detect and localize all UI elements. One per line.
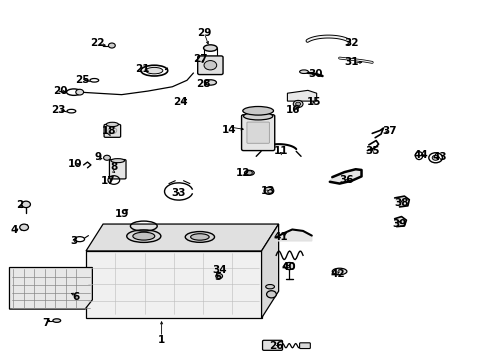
Ellipse shape (108, 127, 117, 134)
Circle shape (246, 171, 252, 175)
Text: 2: 2 (17, 200, 24, 210)
Polygon shape (287, 90, 316, 101)
FancyBboxPatch shape (241, 115, 274, 150)
Circle shape (108, 43, 115, 48)
Ellipse shape (106, 122, 118, 127)
Text: 11: 11 (273, 146, 288, 156)
Text: 36: 36 (339, 175, 353, 185)
Text: 21: 21 (135, 64, 149, 74)
Text: 22: 22 (90, 38, 104, 48)
Text: 10: 10 (67, 159, 82, 169)
Ellipse shape (203, 45, 217, 51)
Text: 24: 24 (172, 97, 187, 107)
Text: 44: 44 (413, 150, 427, 160)
Text: 29: 29 (197, 28, 211, 38)
Text: 14: 14 (221, 125, 236, 135)
Ellipse shape (145, 67, 163, 74)
Polygon shape (86, 224, 278, 251)
Text: 16: 16 (285, 105, 300, 115)
Text: 23: 23 (51, 105, 65, 115)
Ellipse shape (203, 60, 216, 70)
FancyBboxPatch shape (197, 56, 223, 75)
Polygon shape (276, 229, 311, 241)
Ellipse shape (126, 230, 161, 242)
Text: 41: 41 (273, 232, 288, 242)
Circle shape (20, 224, 28, 230)
Polygon shape (261, 224, 278, 318)
Text: 26: 26 (268, 341, 283, 351)
Polygon shape (9, 267, 92, 309)
Text: 33: 33 (171, 188, 185, 198)
Circle shape (284, 262, 294, 270)
Text: 32: 32 (344, 38, 358, 48)
Text: 38: 38 (393, 198, 408, 208)
Text: 42: 42 (330, 269, 345, 279)
Polygon shape (86, 251, 261, 318)
Circle shape (21, 201, 30, 208)
Ellipse shape (244, 170, 254, 175)
Text: 30: 30 (307, 69, 322, 79)
Text: 8: 8 (110, 162, 117, 172)
Ellipse shape (204, 80, 216, 85)
Ellipse shape (185, 231, 214, 242)
Text: 17: 17 (101, 176, 115, 186)
Ellipse shape (299, 70, 308, 73)
Ellipse shape (190, 234, 209, 240)
Text: 43: 43 (431, 152, 446, 162)
Ellipse shape (243, 112, 272, 120)
Text: 28: 28 (195, 79, 210, 89)
FancyBboxPatch shape (299, 343, 310, 348)
Text: 18: 18 (102, 126, 116, 135)
Text: 19: 19 (114, 209, 128, 219)
Text: 35: 35 (364, 146, 379, 156)
Polygon shape (394, 217, 406, 226)
Text: 13: 13 (260, 186, 275, 197)
Ellipse shape (243, 107, 273, 115)
Circle shape (215, 274, 222, 279)
Circle shape (293, 100, 303, 108)
Ellipse shape (265, 284, 274, 289)
Circle shape (264, 187, 273, 194)
Polygon shape (394, 196, 408, 207)
Circle shape (103, 155, 110, 160)
Polygon shape (329, 169, 361, 184)
Ellipse shape (133, 232, 155, 240)
Circle shape (76, 89, 83, 95)
Text: 37: 37 (382, 126, 396, 135)
Text: 9: 9 (95, 152, 102, 162)
Text: 39: 39 (391, 219, 406, 229)
Text: 7: 7 (42, 319, 49, 328)
Text: 1: 1 (158, 334, 165, 345)
Ellipse shape (331, 268, 346, 275)
Circle shape (295, 102, 300, 106)
Text: 27: 27 (193, 54, 207, 64)
Text: 6: 6 (73, 292, 80, 302)
Text: 5: 5 (214, 272, 221, 282)
FancyBboxPatch shape (262, 340, 282, 350)
Ellipse shape (111, 159, 124, 163)
FancyBboxPatch shape (104, 125, 121, 137)
FancyBboxPatch shape (246, 122, 269, 143)
Text: 25: 25 (75, 75, 90, 85)
Text: 20: 20 (53, 86, 67, 96)
Text: 4: 4 (11, 225, 18, 235)
Ellipse shape (53, 319, 61, 322)
FancyBboxPatch shape (109, 159, 126, 179)
Text: 40: 40 (281, 262, 295, 272)
Circle shape (266, 291, 276, 298)
Circle shape (431, 155, 438, 160)
Text: 3: 3 (70, 236, 77, 246)
Text: 31: 31 (344, 57, 358, 67)
Text: 12: 12 (236, 168, 250, 178)
Text: 15: 15 (306, 97, 320, 107)
Text: 34: 34 (211, 265, 226, 275)
